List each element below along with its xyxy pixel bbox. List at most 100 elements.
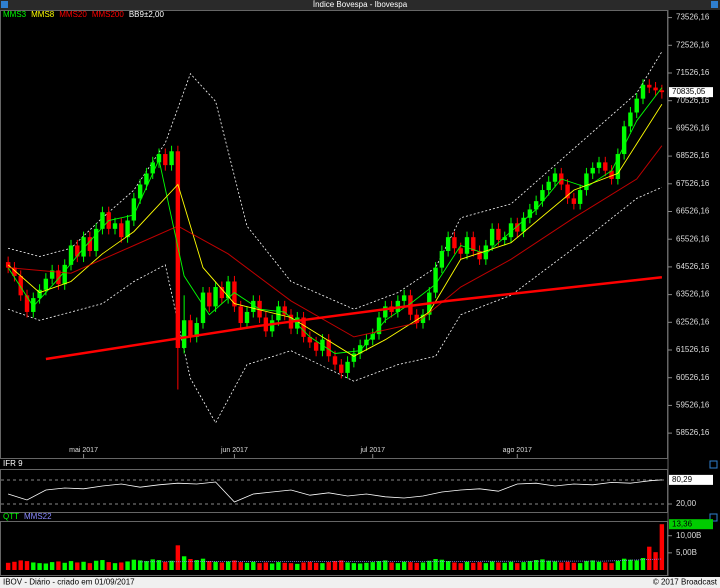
- candle-body: [37, 289, 42, 299]
- candle-body: [125, 220, 130, 238]
- candle-body: [640, 84, 646, 99]
- volume-bar: [5, 562, 11, 570]
- footer-left: IBOV - Diário - criado em 01/09/2017: [3, 578, 135, 587]
- current-value-label: 13,36: [672, 519, 693, 528]
- maximize-icon[interactable]: [711, 1, 718, 8]
- volume-bar: [43, 563, 49, 570]
- candle-body: [213, 287, 218, 307]
- candle-body: [225, 281, 231, 299]
- volume-bar: [647, 546, 652, 570]
- candle-body: [326, 339, 331, 357]
- candle-body: [332, 356, 338, 365]
- candle-body: [653, 87, 658, 91]
- volume-bar: [194, 560, 199, 570]
- y-tick-label: 70526,16: [676, 96, 710, 105]
- y-tick-label: 10,00B: [676, 531, 701, 540]
- volume-bar: [156, 560, 162, 570]
- candle-body: [527, 209, 533, 218]
- candle-body: [339, 364, 344, 373]
- volume-bar: [508, 561, 514, 570]
- bollinger-lower: [7, 186, 663, 424]
- volume-bar: [527, 561, 533, 570]
- candle-body: [244, 311, 250, 324]
- volume-bar: [232, 560, 237, 570]
- candle-body: [156, 154, 162, 163]
- volume-bar: [263, 562, 269, 570]
- volume-bar: [464, 561, 470, 570]
- x-tick-label: mai 2017: [69, 447, 98, 454]
- volume-bar: [609, 563, 614, 570]
- y-tick-label: 59526,16: [676, 401, 710, 410]
- volume-bar: [169, 560, 174, 570]
- candle-body: [12, 267, 17, 276]
- candle-body: [515, 223, 520, 232]
- volume-expand-icon[interactable]: [709, 513, 718, 522]
- candle-body: [24, 295, 30, 312]
- volume-bar: [483, 563, 489, 570]
- volume-bar: [351, 563, 357, 570]
- x-tick-label: jun 2017: [220, 447, 248, 454]
- candle-body: [458, 248, 463, 254]
- volume-bar: [320, 563, 325, 570]
- volume-bar: [18, 560, 23, 570]
- candle-body: [521, 217, 526, 232]
- volume-bar: [81, 561, 86, 570]
- candle-body: [345, 361, 350, 373]
- volume-bar: [628, 559, 633, 570]
- candle-body: [590, 167, 595, 174]
- candle-body: [508, 223, 514, 238]
- candle-body: [219, 287, 225, 299]
- candle-body: [181, 320, 187, 348]
- volume-bar: [540, 559, 545, 570]
- status-bar: [0, 577, 720, 588]
- candle-body: [75, 245, 80, 257]
- volume-bar: [364, 562, 369, 570]
- candle-body: [68, 245, 74, 265]
- candle-body: [489, 228, 495, 246]
- volume-bar: [225, 561, 231, 570]
- candle-body: [471, 237, 476, 252]
- volume-bar: [301, 562, 306, 570]
- footer-right: © 2017 Broadcast: [653, 578, 718, 587]
- candle-body: [483, 245, 489, 260]
- window-title: Índice Bovespa - Ibovespa: [313, 0, 408, 9]
- volume-bar: [489, 561, 495, 570]
- volume-bar: [307, 561, 313, 570]
- legend-entry: MMS3: [3, 10, 27, 19]
- volume-bar: [427, 560, 432, 570]
- candle-body: [533, 201, 539, 210]
- current-value-box: [669, 474, 713, 485]
- current-value-label: 70835,05: [672, 87, 706, 96]
- volume-bar: [175, 545, 181, 570]
- moving-average: [8, 145, 663, 338]
- volume-bar: [326, 562, 331, 570]
- volume-bar: [213, 561, 218, 570]
- candle-body: [307, 336, 313, 343]
- y-tick-label: 58526,16: [676, 428, 710, 437]
- candle-body: [477, 251, 482, 260]
- volume-bar: [433, 559, 438, 570]
- volume-bar: [420, 562, 426, 570]
- volume-bar: [345, 562, 350, 570]
- volume-bar: [282, 562, 287, 570]
- volume-bar: [295, 563, 300, 570]
- volume-bar: [24, 561, 30, 570]
- volume-bar: [389, 562, 394, 570]
- candle-body: [163, 154, 168, 166]
- volume-bar: [12, 561, 17, 570]
- volume-bar: [100, 560, 105, 570]
- candle-body: [433, 267, 438, 293]
- volume-average: [140, 558, 662, 563]
- volume-bar: [370, 562, 375, 570]
- candle-body: [119, 223, 124, 238]
- candle-body: [565, 184, 570, 199]
- bollinger-upper: [7, 51, 663, 310]
- menu-icon[interactable]: [1, 1, 8, 8]
- candle-body: [445, 237, 451, 252]
- volume-bar: [621, 558, 627, 570]
- volume-bar: [383, 560, 388, 570]
- rsi-expand-icon[interactable]: [709, 460, 718, 469]
- candle-body: [502, 237, 507, 240]
- volume-bar: [75, 562, 80, 570]
- candle-body: [56, 270, 61, 285]
